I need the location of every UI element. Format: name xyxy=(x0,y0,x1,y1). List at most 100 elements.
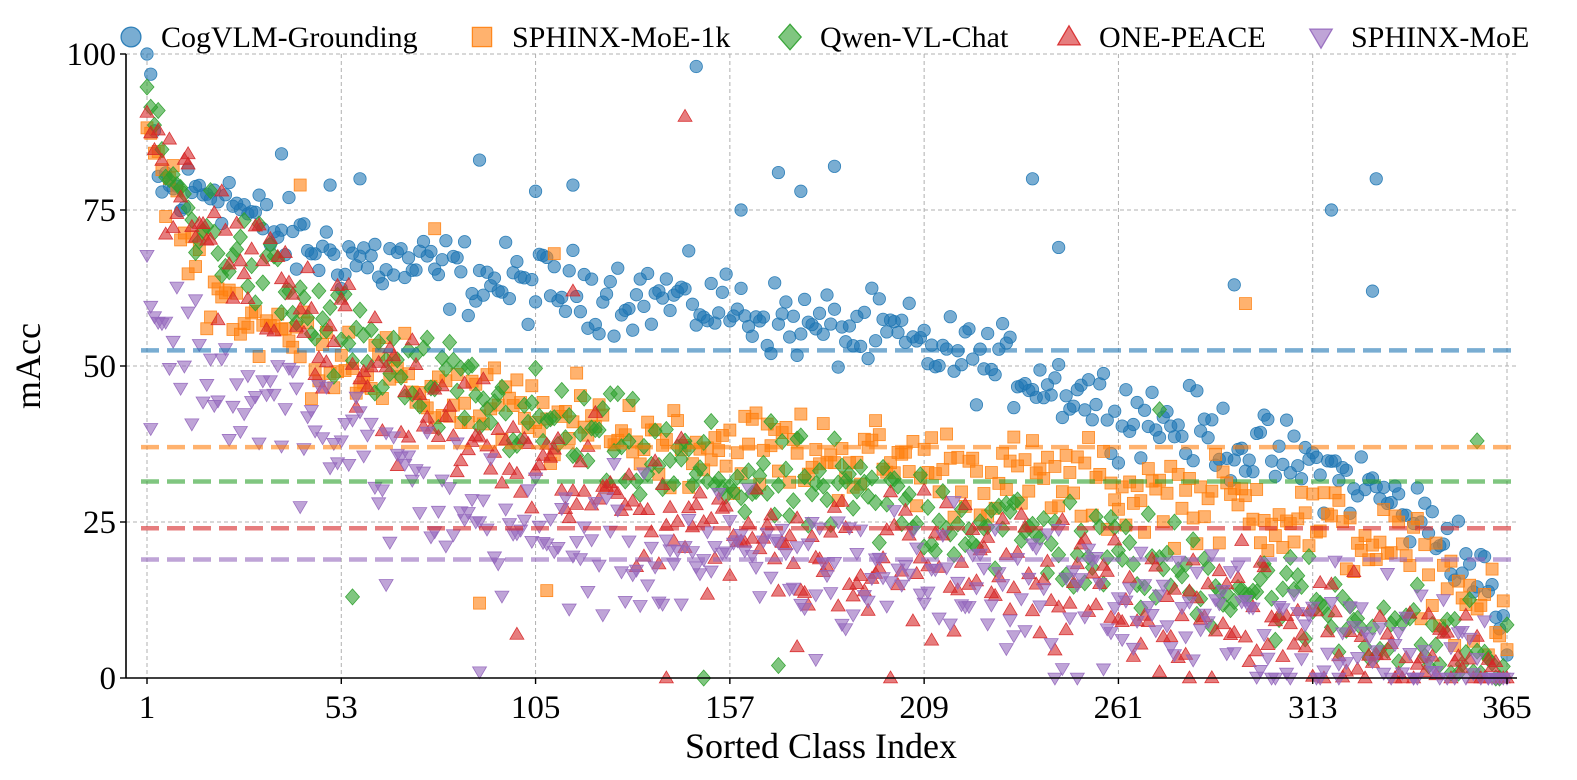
data-point xyxy=(327,247,341,261)
data-point xyxy=(872,428,886,442)
data-point xyxy=(419,426,435,440)
data-point xyxy=(278,322,292,336)
data-point xyxy=(1112,502,1125,516)
data-point xyxy=(955,485,968,499)
data-point xyxy=(936,463,950,476)
data-point xyxy=(785,492,801,510)
data-point xyxy=(621,467,637,481)
data-point xyxy=(206,204,222,219)
y-tick-label: 25 xyxy=(83,505,116,541)
data-point xyxy=(1017,625,1033,639)
data-point xyxy=(229,240,245,259)
data-point xyxy=(356,450,372,464)
data-point xyxy=(886,505,902,519)
data-point xyxy=(1293,653,1310,667)
data-point xyxy=(1084,565,1100,579)
data-point xyxy=(1496,594,1510,608)
data-point xyxy=(613,566,630,580)
data-point xyxy=(692,485,708,499)
data-point xyxy=(756,310,771,324)
legend-marker xyxy=(471,26,493,48)
data-point xyxy=(1349,652,1366,666)
data-point xyxy=(572,425,588,443)
data-point xyxy=(916,597,932,611)
data-point xyxy=(1052,499,1066,513)
data-point xyxy=(542,449,559,463)
data-point xyxy=(637,299,651,313)
data-point xyxy=(150,101,166,120)
data-point xyxy=(243,241,260,255)
data-point xyxy=(573,305,588,319)
data-point xyxy=(180,146,196,160)
data-point xyxy=(442,333,458,351)
data-point xyxy=(1425,505,1439,519)
data-point xyxy=(849,547,865,562)
data-point xyxy=(1222,566,1239,580)
data-point xyxy=(1429,536,1443,550)
data-point xyxy=(1175,429,1189,443)
data-point xyxy=(1151,664,1168,678)
data-point xyxy=(603,275,617,289)
data-point xyxy=(1185,531,1201,549)
data-point xyxy=(830,598,846,612)
data-point xyxy=(450,251,464,265)
data-point xyxy=(232,228,248,246)
data-point xyxy=(1265,454,1279,468)
data-point xyxy=(1099,563,1115,577)
data-point xyxy=(1043,638,1059,652)
data-point xyxy=(1028,542,1044,556)
data-point xyxy=(262,375,278,389)
x-tick-label: 157 xyxy=(705,690,755,726)
data-point xyxy=(471,516,488,530)
data-point xyxy=(781,528,798,542)
data-point xyxy=(282,190,296,205)
data-point xyxy=(890,563,906,577)
data-point xyxy=(378,359,394,373)
data-point xyxy=(794,327,808,341)
data-point xyxy=(415,466,432,480)
data-point xyxy=(273,270,290,285)
x-tick-label: 261 xyxy=(1094,690,1144,726)
data-point xyxy=(1323,596,1340,611)
data-point xyxy=(180,156,196,170)
data-point xyxy=(473,596,486,610)
data-point xyxy=(385,348,402,362)
data-point xyxy=(932,359,946,373)
data-point xyxy=(341,276,357,290)
data-point xyxy=(797,292,812,307)
data-point xyxy=(494,590,510,604)
data-point xyxy=(273,304,290,322)
data-point xyxy=(1200,558,1216,577)
data-point xyxy=(1402,647,1418,662)
data-point xyxy=(202,182,219,200)
data-point xyxy=(546,409,562,427)
data-point xyxy=(161,131,178,145)
data-point xyxy=(1376,646,1392,661)
data-point xyxy=(1114,613,1130,628)
data-point xyxy=(454,265,468,279)
data-point xyxy=(1390,627,1407,641)
data-point xyxy=(882,484,899,498)
data-point xyxy=(865,281,879,295)
data-point xyxy=(1463,578,1477,592)
data-point xyxy=(1249,583,1265,601)
data-point xyxy=(322,462,338,476)
data-point xyxy=(154,152,170,166)
x-tick-label: 313 xyxy=(1288,690,1338,726)
data-point xyxy=(1181,583,1198,597)
data-point xyxy=(438,409,454,423)
data-point xyxy=(1118,518,1134,536)
data-point xyxy=(950,576,966,590)
data-point xyxy=(1052,357,1066,372)
data-point xyxy=(483,453,499,467)
data-point xyxy=(461,308,475,323)
data-point xyxy=(498,404,514,422)
data-point xyxy=(852,567,869,581)
data-point xyxy=(471,666,488,680)
x-axis-label: Sorted Class Index xyxy=(685,726,957,766)
data-point xyxy=(296,324,312,338)
data-point xyxy=(1324,203,1338,217)
data-point xyxy=(682,244,696,258)
data-point xyxy=(232,426,249,440)
data-point xyxy=(338,267,352,281)
